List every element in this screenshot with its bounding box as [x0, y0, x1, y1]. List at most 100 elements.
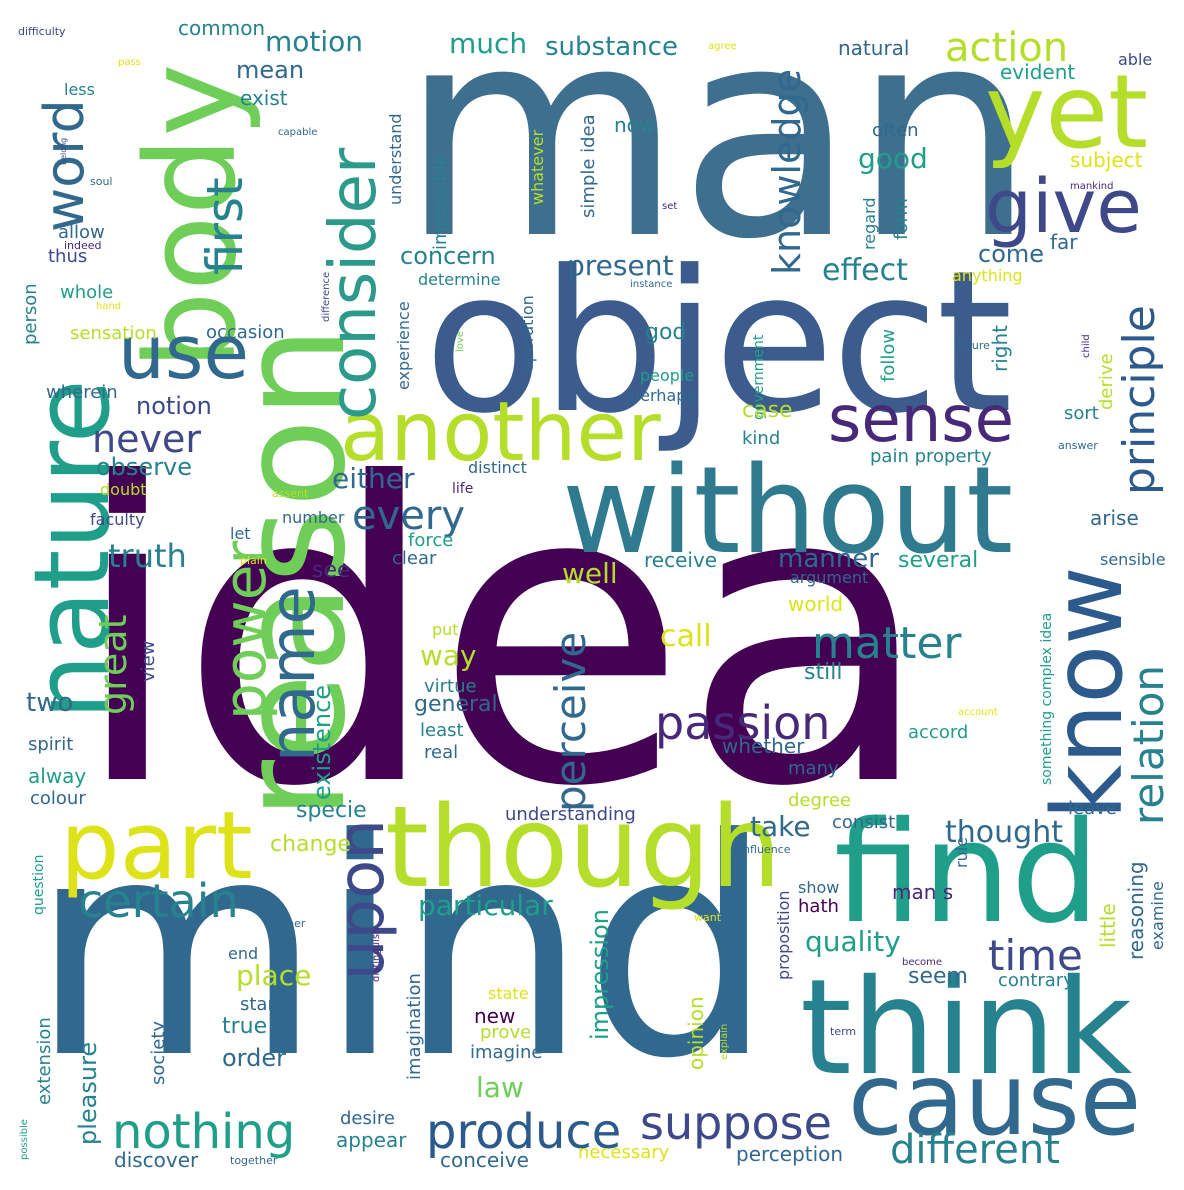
word-perhaps: perhaps: [630, 386, 695, 405]
word-together: together: [230, 1154, 278, 1167]
word-proposition: proposition: [774, 890, 793, 980]
word-consist: consist: [832, 812, 896, 833]
word-pleasure: pleasure: [74, 1041, 102, 1145]
word-impression: impression: [586, 909, 614, 1040]
word-possible: possible: [19, 1119, 30, 1160]
word-manner: manner: [778, 544, 879, 574]
word-certain: certain: [78, 874, 239, 928]
word-want: want: [694, 911, 722, 924]
word-determine: determine: [418, 270, 501, 289]
word-contrary: contrary: [998, 970, 1074, 991]
word-people: people: [640, 366, 695, 385]
word-appear: appear: [336, 1128, 407, 1152]
word-virtue: virtue: [424, 676, 477, 697]
word-figure: figure: [958, 339, 990, 352]
word-truth: truth: [108, 537, 187, 575]
word-natural: natural: [838, 36, 910, 60]
word-faculty: faculty: [90, 510, 145, 529]
word-world: world: [788, 592, 844, 616]
word-regard: regard: [860, 197, 879, 250]
word-anything: anything: [952, 266, 1023, 285]
word-see: see: [312, 558, 351, 583]
word-degree: degree: [788, 790, 852, 811]
word-suppose: suppose: [640, 1096, 832, 1150]
word-without: without: [562, 442, 1014, 581]
word-hand: hand: [96, 301, 122, 312]
word-receive: receive: [644, 548, 718, 572]
word-mankind: mankind: [1070, 181, 1114, 192]
word-another: another: [340, 385, 661, 480]
word-evident: evident: [1000, 60, 1076, 84]
word-imagine: imagine: [470, 1042, 543, 1063]
word-assent: assent: [272, 487, 309, 500]
word-wherein: wherein: [46, 382, 118, 403]
word-become: become: [902, 957, 943, 968]
word-whether: whether: [722, 734, 805, 758]
word-able: able: [1118, 50, 1153, 69]
word-indeed: indeed: [64, 239, 102, 252]
word-observe: observe: [96, 453, 193, 481]
word-matter: matter: [812, 618, 962, 669]
word-principle: principle: [1114, 305, 1165, 495]
word-little: little: [1096, 903, 1120, 948]
word-first: first: [196, 177, 254, 275]
word-notion: notion: [136, 392, 212, 420]
word-reasoning: reasoning: [1124, 861, 1148, 960]
word-new: new: [474, 1004, 516, 1028]
word-argument: argument: [790, 568, 869, 587]
word-sort: sort: [1064, 403, 1099, 424]
word-passion: passion: [655, 696, 831, 750]
word-sensation: sensation: [70, 323, 157, 344]
word-use: use: [118, 310, 249, 396]
word-way: way: [420, 639, 477, 672]
word-distinguish: distinguish: [371, 927, 382, 982]
word-plain: plain: [240, 554, 267, 567]
word-experience: experience: [394, 301, 413, 390]
word-extension: extension: [34, 1017, 55, 1105]
word-change: change: [270, 832, 351, 857]
word-god: god: [645, 320, 687, 345]
word-colour: colour: [30, 788, 86, 809]
word-examine: examine: [1148, 881, 1167, 950]
word-think: think: [800, 951, 1133, 1105]
word-perceive: perceive: [546, 631, 595, 812]
word-specie: specie: [296, 798, 367, 823]
word-child: child: [1081, 334, 1092, 358]
word-force: force: [408, 530, 454, 551]
word-different: different: [890, 1127, 1060, 1173]
word-law: law: [476, 1071, 524, 1104]
word-simple-idea: simple idea: [578, 114, 599, 218]
word-set: set: [662, 201, 678, 212]
word-view: view: [138, 640, 159, 682]
word-action: action: [945, 25, 1069, 71]
word-occasion: occasion: [206, 322, 285, 343]
word-good: good: [858, 142, 928, 175]
word-mind: mind: [30, 775, 774, 1124]
word-man-s: man s: [892, 880, 954, 904]
word-relation: relation: [1124, 664, 1173, 825]
word-stand: stand: [240, 994, 291, 1015]
word-real: real: [424, 742, 459, 763]
word-leave: leave: [1068, 798, 1117, 819]
word-seem: seem: [908, 964, 968, 989]
word-understand: understand: [386, 113, 405, 205]
word-cause: cause: [848, 1041, 1142, 1158]
word-never: never: [92, 417, 201, 461]
word-common: common: [178, 16, 266, 40]
word-sense: sense: [828, 383, 1014, 457]
word-allow: allow: [58, 222, 105, 243]
word-part: part: [60, 792, 253, 901]
word-nothing: nothing: [112, 1104, 296, 1160]
word-belong: belong: [59, 137, 68, 165]
word-alway: alway: [28, 764, 87, 788]
word-exist: exist: [240, 86, 288, 110]
word-account: account: [958, 707, 998, 718]
word-give: give: [985, 164, 1142, 250]
word-effect: effect: [822, 253, 908, 288]
word-something-complex-idea: something complex idea: [1039, 612, 1055, 785]
word-take: take: [750, 810, 811, 843]
word-true: true: [222, 1014, 268, 1039]
word-doubt: doubt: [100, 480, 147, 499]
word-general: general: [414, 692, 498, 717]
word-prove: prove: [480, 1022, 532, 1043]
